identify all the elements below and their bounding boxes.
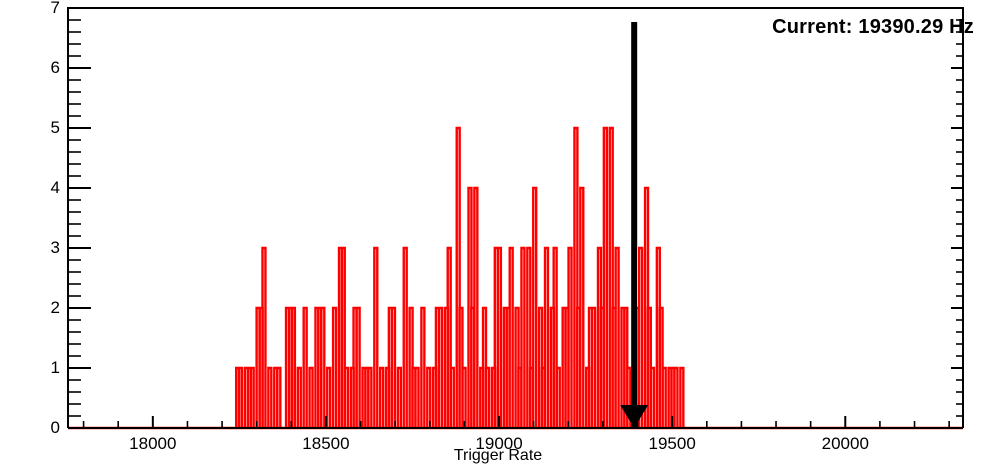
- y-tick-label: 1: [50, 358, 60, 377]
- x-tick-label: 18500: [302, 434, 350, 453]
- x-tick-label: 19500: [648, 434, 696, 453]
- y-tick-label: 3: [50, 238, 60, 257]
- x-tick-label: 19000: [475, 434, 523, 453]
- y-tick-label: 4: [50, 178, 60, 197]
- current-value-marker: [620, 22, 649, 428]
- y-tick-label: 5: [50, 118, 60, 137]
- axis-frame: [67, 7, 964, 429]
- x-axis-title: Trigger Rate: [453, 447, 543, 464]
- current-value-readout: Current: 19390.29 Hz: [772, 16, 974, 38]
- x-tick-label: 18000: [129, 434, 177, 453]
- y-tick-label: 2: [50, 298, 60, 317]
- x-tick-label: 20000: [821, 434, 869, 453]
- y-tick-label: 6: [50, 58, 60, 77]
- y-tick-label: 0: [50, 418, 60, 437]
- y-tick-label: 7: [50, 0, 60, 17]
